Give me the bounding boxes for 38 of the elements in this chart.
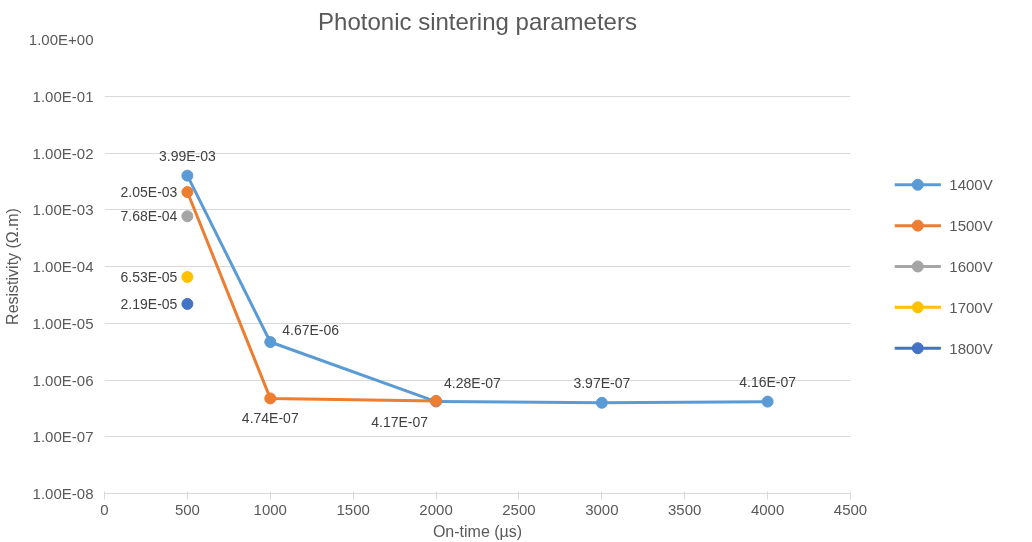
x-tick-label: 3500 [668, 500, 702, 518]
x-tick-label: 1500 [336, 500, 370, 518]
x-tick-label: 1000 [253, 500, 287, 518]
y-tick-label: 1.00E-05 [32, 314, 94, 332]
x-tick-label: 2000 [419, 500, 453, 518]
y-tick-label: 1.00E+00 [28, 31, 94, 48]
data-label: 4.74E-07 [241, 410, 299, 427]
data-label: 2.05E-03 [120, 184, 178, 201]
legend-label: 1500V [949, 217, 993, 235]
data-label: 4.28E-07 [444, 374, 502, 391]
data-label: 4.67E-06 [282, 322, 340, 339]
x-tick-label: 4000 [750, 500, 785, 518]
x-tick-label: 4500 [833, 500, 868, 518]
x-tick-label: 0 [100, 500, 109, 518]
x-tick-label: 500 [174, 500, 200, 518]
chart-title: Photonic sintering parameters [318, 7, 637, 35]
x-axis-title: On-time (µs) [432, 522, 523, 540]
legend-label: 1800V [949, 339, 993, 357]
data-label: 4.17E-07 [371, 413, 429, 430]
data-label: 7.68E-04 [120, 208, 178, 225]
y-tick-label: 1.00E-07 [32, 428, 94, 446]
data-label: 2.19E-05 [120, 295, 178, 312]
data-label: 3.99E-03 [158, 147, 217, 164]
data-label: 4.16E-07 [739, 373, 797, 390]
y-tick-label: 1.00E-03 [32, 201, 94, 219]
legend-label: 1700V [949, 298, 993, 316]
data-label: 6.53E-05 [120, 269, 178, 285]
x-tick-label: 2500 [502, 500, 536, 518]
y-tick-label: 1.00E-06 [32, 371, 94, 389]
data-label: 3.97E-07 [573, 374, 631, 391]
y-tick-label: 1.00E-02 [32, 144, 94, 162]
y-tick-label: 1.00E-01 [32, 87, 94, 105]
legend-label: 1400V [949, 176, 993, 194]
y-tick-label: 1.00E-04 [32, 258, 94, 275]
y-axis-title: Resistivity (Ω.m) [3, 208, 21, 325]
y-tick-label: 1.00E-08 [32, 485, 94, 502]
x-tick-label: 3000 [585, 500, 619, 518]
legend-label: 1600V [949, 258, 993, 275]
